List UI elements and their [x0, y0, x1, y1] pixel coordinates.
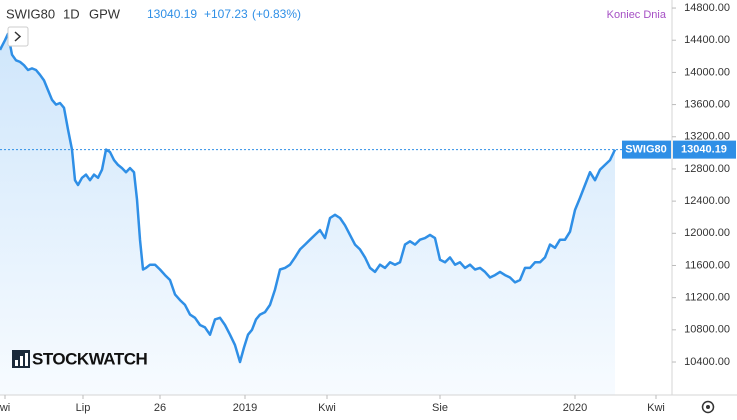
y-tick-label: 11600.00	[685, 259, 730, 271]
y-tick-label: 10400.00	[684, 356, 730, 368]
x-tick-label: Sie	[432, 402, 448, 414]
collapse-button[interactable]	[7, 26, 29, 47]
y-tick-label: 12800.00	[684, 163, 730, 175]
price-tag-label: 13040.19	[681, 144, 727, 156]
interval: 1D	[63, 6, 80, 21]
x-tick-label: Kwi	[647, 402, 665, 414]
y-tick-label: 14800.00	[684, 2, 730, 14]
logo: STOCKWATCH	[12, 349, 148, 368]
y-tick-label: 14000.00	[684, 66, 730, 78]
x-tick-label: Lip	[76, 402, 91, 414]
symbol-tag-label: SWIG80	[625, 144, 667, 156]
price-line	[0, 32, 617, 364]
change-pct: (+0.83%)	[252, 7, 301, 21]
y-tick-label: 13200.00	[684, 131, 730, 143]
plot	[0, 32, 617, 396]
y-tick-label: 12000.00	[684, 227, 730, 239]
logo-text: STOCKWATCH	[32, 349, 147, 368]
exchange: GPW	[89, 6, 121, 21]
y-tick-label: 13600.00	[684, 98, 730, 110]
change: +107.23	[204, 7, 248, 21]
x-tick-label: Kwi	[318, 402, 336, 414]
x-tick-label: 2020	[563, 402, 587, 414]
area-fill	[0, 33, 615, 396]
settings-icon[interactable]	[701, 400, 715, 414]
symbol-tag	[622, 140, 671, 159]
x-tick-label: wi	[0, 402, 10, 414]
x-tick-label: 2019	[233, 402, 257, 414]
price-tag	[673, 140, 736, 159]
y-tick-label: 12400.00	[684, 195, 730, 207]
x-tick-label: 26	[154, 402, 166, 414]
y-tick-label: 10800.00	[684, 324, 730, 336]
session-label: Koniec Dnia	[607, 9, 667, 21]
symbol: SWIG80	[6, 6, 55, 21]
y-tick-label: 11200.00	[685, 292, 730, 304]
last-price: 13040.19	[147, 7, 197, 21]
y-tick-label: 14400.00	[684, 34, 730, 46]
